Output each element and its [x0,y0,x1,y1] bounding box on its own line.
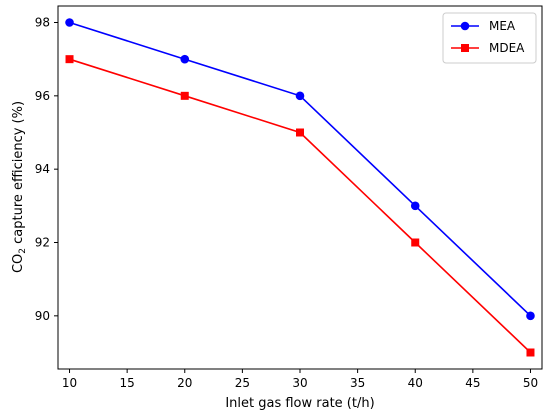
series-line-mea [69,21,532,317]
x-tick-label: 40 [408,376,423,390]
data-point-mdea [65,55,74,64]
data-point-mea [295,91,305,101]
data-point-mea [180,54,190,64]
legend-item-mea: MEA [451,19,516,33]
y-axis: 90 92 94 96 98 [35,16,58,323]
data-point-mea [410,201,420,211]
y-tick-label: 98 [35,16,50,30]
legend-marker-mea [460,21,470,31]
x-tick-label: 35 [350,376,365,390]
y-axis-label-main: CO [11,254,26,273]
x-axis: 10 15 20 25 30 35 40 45 50 [62,369,538,390]
x-tick-label: 10 [62,376,77,390]
x-tick-label: 25 [235,376,250,390]
x-tick-label: 30 [292,376,307,390]
y-axis-label: CO2 capture efficiency (%) [11,101,28,273]
legend-label-mea: MEA [489,19,516,33]
series-mea [65,18,535,321]
x-axis-label: Inlet gas flow rate (t/h) [225,396,374,411]
y-tick-label: 90 [35,309,50,323]
y-axis-label-subscript: 2 [18,248,28,254]
y-tick-label: 92 [35,236,50,250]
data-point-mdea [526,348,535,357]
data-point-mdea [411,238,420,247]
y-axis-label-rest: capture efficiency (%) [11,101,26,248]
legend: MEA MDEA [442,12,537,64]
x-tick-label: 50 [523,376,538,390]
legend-items: MEA MDEA [451,19,525,55]
data-point-mea [65,18,74,27]
legend-marker-mdea [461,44,469,52]
y-tick-label: 96 [35,89,50,103]
x-tick-label: 45 [465,376,480,390]
legend-label-mdea: MDEA [489,41,525,55]
data-point-mdea [180,91,189,100]
x-tick-label: 15 [120,376,135,390]
y-tick-label: 94 [35,162,50,176]
series-line-mdea [69,58,532,354]
legend-item-mdea: MDEA [451,41,525,55]
series-layer [65,18,535,357]
data-point-mdea [296,128,304,137]
series-mdea [65,55,535,357]
data-point-mea [526,311,535,321]
x-tick-label: 20 [177,376,192,390]
